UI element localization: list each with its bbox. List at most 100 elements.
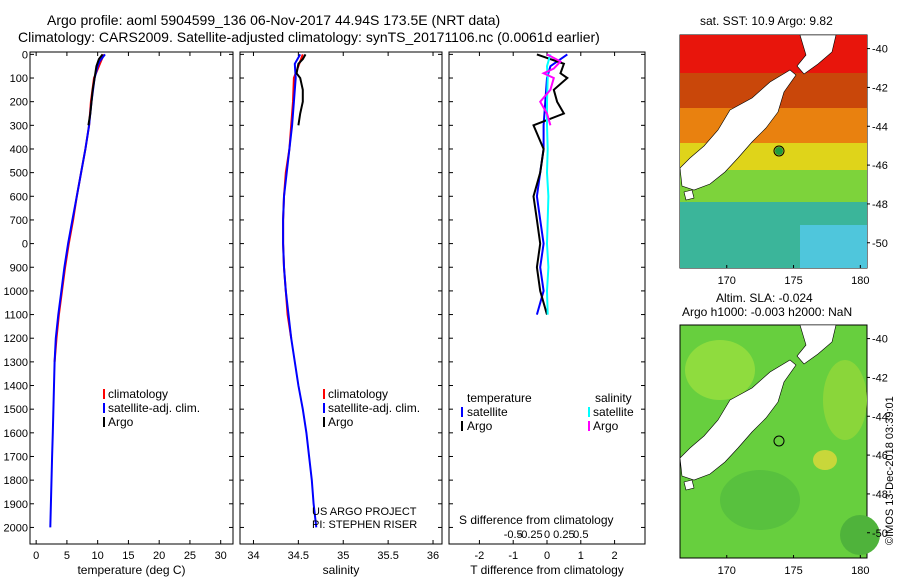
x-tick-label: 10 bbox=[92, 550, 104, 562]
y-tick-label: 0 bbox=[22, 49, 28, 61]
sst-band-lightblue bbox=[800, 225, 867, 268]
x-tick-label: 35 bbox=[337, 550, 349, 562]
y-tick-label: 300 bbox=[10, 120, 28, 132]
series-line-argo bbox=[87, 53, 104, 126]
map-y-tick-label: -46 bbox=[872, 450, 888, 462]
sla-patch-yellow bbox=[813, 450, 837, 470]
x-tick-label: 34.5 bbox=[288, 550, 309, 562]
salinity-tick-label: -0.25 bbox=[518, 529, 543, 541]
x-tick-label: 0 bbox=[544, 550, 550, 562]
series-line-satellite-adj-clim- bbox=[282, 53, 318, 528]
y-tick-label: 200 bbox=[10, 97, 28, 109]
x-tick-label: -1 bbox=[508, 550, 518, 562]
sst-land-north-island bbox=[796, 34, 837, 75]
sst-float-dot bbox=[775, 147, 783, 155]
sla-float-marker bbox=[773, 435, 785, 447]
x-tick-label: -2 bbox=[475, 550, 485, 562]
sst-land-south-island bbox=[679, 69, 797, 191]
sla-map-title-2: Argo h1000: -0.003 h2000: NaN bbox=[682, 305, 852, 319]
x-tick-label: 25 bbox=[184, 550, 196, 562]
y-tick-label: 100 bbox=[10, 73, 28, 85]
map-x-tick-label: 180 bbox=[851, 275, 869, 287]
sst-map-title: sat. SST: 10.9 Argo: 9.82 bbox=[700, 14, 833, 28]
sla-map-axes: 170 175 180 -40 -42 -44 -46 -48 -50 bbox=[718, 334, 888, 577]
map-y-tick-label: -48 bbox=[872, 199, 888, 211]
legend-label: satellite bbox=[467, 405, 508, 419]
map-y-tick-label: -50 bbox=[872, 528, 888, 540]
legend-label: Argo bbox=[108, 415, 134, 429]
y-tick-label: 400 bbox=[10, 144, 28, 156]
y-tick-label: 1500 bbox=[4, 404, 28, 416]
legend-label: Argo bbox=[328, 415, 354, 429]
sst-float-marker bbox=[773, 145, 785, 157]
x-tick-label: 2 bbox=[612, 550, 618, 562]
legend-title-temperature: temperature bbox=[467, 391, 532, 405]
y-tick-label: 1200 bbox=[4, 333, 28, 345]
y-tick-label: 2000 bbox=[4, 522, 28, 534]
y-tick-label: 1300 bbox=[4, 357, 28, 369]
sla-land-south-island bbox=[679, 359, 797, 481]
salinity-panel: 34 34.5 35 35.5 36 salinity climatologysatelli… bbox=[239, 51, 443, 577]
x-tick-label: 15 bbox=[122, 550, 134, 562]
map-y-tick-label: -50 bbox=[872, 238, 888, 250]
x-tick-label: 36 bbox=[427, 550, 439, 562]
sla-map bbox=[679, 324, 880, 559]
imos-stamp: ©IMOS 13-Dec-2018 03:39:01 bbox=[884, 396, 896, 545]
x-tick-label: 5 bbox=[64, 550, 70, 562]
y-tick-label: 0 bbox=[22, 239, 28, 251]
map-y-tick-label: -40 bbox=[872, 334, 888, 346]
x-tick-label: 1 bbox=[578, 550, 584, 562]
map-x-tick-label: 175 bbox=[784, 565, 802, 577]
sst-land-stewart-island bbox=[683, 189, 695, 201]
legend-label: Argo bbox=[593, 419, 619, 433]
x-tick-label: 20 bbox=[153, 550, 165, 562]
y-tick-label: 1000 bbox=[4, 286, 28, 298]
x-tick-label: 30 bbox=[215, 550, 227, 562]
y-tick-label: 1700 bbox=[4, 451, 28, 463]
series-line-s-satellite bbox=[545, 54, 552, 315]
temperature-panel: 0100200300400500600700090010001100120013… bbox=[4, 49, 234, 577]
map-y-tick-label: -42 bbox=[872, 82, 888, 94]
sst-band-red bbox=[680, 35, 867, 73]
credit-text: US ARGO PROJECT bbox=[312, 506, 417, 518]
legend-label: satellite-adj. clim. bbox=[328, 401, 420, 415]
sla-patch-dark bbox=[720, 470, 800, 530]
map-y-tick-label: -44 bbox=[872, 411, 888, 423]
sla-patch-dark bbox=[840, 515, 880, 555]
legend-label: satellite-adj. clim. bbox=[108, 401, 200, 415]
y-tick-label: 1400 bbox=[4, 381, 28, 393]
x-tick-label: 34 bbox=[247, 550, 259, 562]
map-x-tick-label: 170 bbox=[718, 565, 736, 577]
y-tick-label: 700 bbox=[10, 215, 28, 227]
series-line-satellite-adj-clim- bbox=[49, 53, 106, 528]
sst-map-axes: 170 175 180 -40 -42 -44 -46 -48 -50 bbox=[718, 44, 888, 287]
x-tick-label: 35.5 bbox=[377, 550, 398, 562]
salinity-tick-label: 0.25 bbox=[553, 529, 574, 541]
credit-text: PI: STEPHEN RISER bbox=[312, 519, 417, 531]
salinity-tick-label: -0.5 bbox=[504, 529, 523, 541]
series-line-t-satellite bbox=[535, 53, 568, 315]
y-tick-label: 900 bbox=[10, 262, 28, 274]
salinity-tick-label: 0 bbox=[544, 529, 550, 541]
title-line-2: Climatology: CARS2009. Satellite-adjuste… bbox=[18, 29, 600, 45]
plot-frame bbox=[239, 51, 443, 545]
map-x-tick-label: 175 bbox=[784, 275, 802, 287]
x-tick-label: 0 bbox=[33, 550, 39, 562]
title-line-1: Argo profile: aoml 5904599_136 06-Nov-20… bbox=[47, 12, 500, 28]
legend-label: climatology bbox=[328, 387, 388, 401]
x-axis-label: T difference from climatology bbox=[470, 563, 624, 577]
plot-frame bbox=[29, 51, 234, 545]
map-y-tick-label: -44 bbox=[872, 121, 888, 133]
y-tick-label: 500 bbox=[10, 168, 28, 180]
map-y-tick-label: -48 bbox=[872, 489, 888, 501]
map-y-tick-label: -46 bbox=[872, 160, 888, 172]
map-y-tick-label: -40 bbox=[872, 44, 888, 56]
x-axis-label: temperature (deg C) bbox=[77, 563, 185, 577]
salinity-tick-label: 0.5 bbox=[573, 529, 588, 541]
difference-panel: -2 -1 0 1 2T difference from climatology temp… bbox=[448, 51, 646, 577]
map-x-tick-label: 180 bbox=[851, 565, 869, 577]
series-line-t-argo bbox=[532, 53, 569, 315]
sla-patch-light bbox=[685, 340, 755, 400]
legend-label: satellite bbox=[593, 405, 634, 419]
y-tick-label: 1900 bbox=[4, 499, 28, 511]
